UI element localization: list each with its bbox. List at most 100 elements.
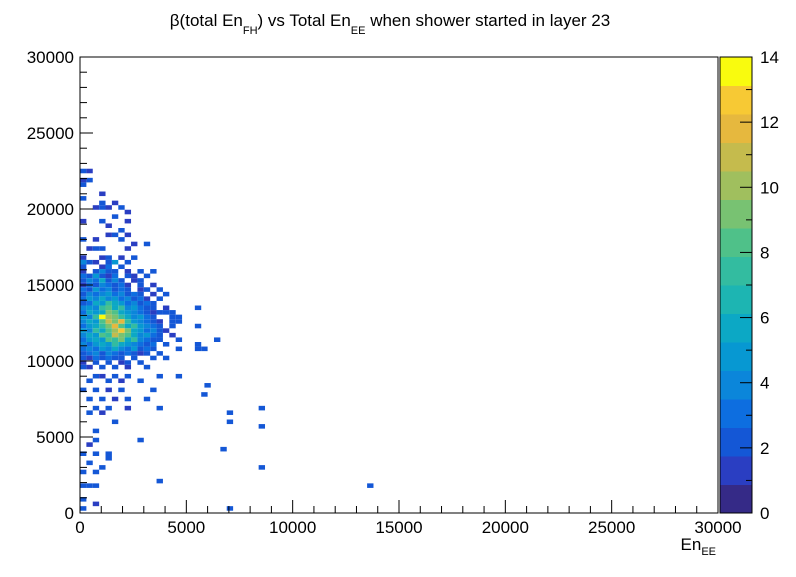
- heatmap-cell: [92, 278, 100, 283]
- heatmap-cell: [105, 282, 112, 288]
- heatmap-cell: [80, 346, 87, 352]
- y-axis: 0 5000 10000 15000 20000 25000 30000: [27, 48, 93, 523]
- heatmap-cell: [124, 287, 132, 292]
- heatmap-cell: [86, 337, 93, 342]
- heatmap-cell: [80, 259, 87, 265]
- heatmap-cell: [92, 237, 100, 242]
- heatmap-cell: [105, 360, 112, 365]
- heatmap-cell: [86, 346, 93, 352]
- heatmap-cell: [92, 351, 100, 356]
- heatmap-cell: [124, 346, 132, 352]
- heatmap-cell: [80, 469, 87, 475]
- heatmap-cell: [99, 305, 106, 311]
- heatmap-cell: [105, 405, 112, 411]
- heatmap-cell: [156, 478, 163, 484]
- z-tick-label: 8: [760, 243, 769, 262]
- heatmap-cell: [124, 291, 132, 297]
- heatmap-cell: [105, 456, 112, 461]
- heatmap-cell: [194, 305, 202, 311]
- heatmap-cell: [111, 314, 119, 320]
- x-tick-label: 30000: [694, 518, 741, 537]
- heatmap-cell: [99, 296, 106, 301]
- heatmap-cell: [80, 264, 87, 270]
- heatmap-cell: [92, 428, 100, 434]
- heatmap-cell: [105, 323, 112, 329]
- heatmap-cell: [143, 332, 151, 338]
- heatmap-cell: [131, 355, 138, 361]
- heatmap-cell: [111, 200, 119, 206]
- heatmap-cell: [201, 346, 208, 352]
- heatmap-cell: [150, 269, 157, 274]
- heatmap-cell: [99, 364, 106, 370]
- heatmap-cell: [80, 497, 87, 502]
- heatmap-cell: [156, 296, 163, 301]
- heatmap-cell: [86, 483, 93, 488]
- heatmap-cell: [143, 300, 151, 306]
- heatmap-cell: [92, 319, 100, 324]
- heatmap-cell: [150, 332, 157, 338]
- heatmap-cell: [131, 300, 138, 306]
- heatmap-cell: [80, 218, 87, 224]
- heatmap-cell: [92, 483, 100, 488]
- heatmap-cell: [137, 287, 144, 292]
- color-scale-segment: [720, 57, 752, 86]
- heatmap-cell: [80, 177, 87, 183]
- heatmap-cell: [111, 287, 119, 292]
- heatmap-cell: [118, 360, 125, 365]
- heatmap-cell: [99, 332, 106, 338]
- heatmap-cell: [118, 310, 125, 315]
- heatmap-cell: [111, 323, 119, 329]
- heatmap-cell: [118, 337, 125, 342]
- heatmap-cell: [111, 373, 119, 379]
- heatmap-cell: [150, 282, 157, 288]
- heatmap-cell: [86, 319, 93, 324]
- heatmap-cell: [131, 314, 138, 320]
- heatmap-cell: [118, 305, 125, 311]
- heatmap-cell: [92, 296, 100, 301]
- title-suffix: when shower started in layer 23: [365, 11, 610, 30]
- heatmap-cell: [118, 278, 125, 283]
- heatmap-cell: [86, 364, 93, 370]
- heatmap-cell: [92, 282, 100, 288]
- heatmap-cell: [124, 373, 132, 379]
- heatmap-cell: [80, 323, 87, 329]
- heatmap-cell: [111, 355, 119, 361]
- heatmap-cell: [86, 305, 93, 311]
- heatmap-cell: [105, 205, 112, 210]
- heatmap-cell: [86, 287, 93, 292]
- heatmap-cell: [99, 323, 106, 329]
- heatmap-cell: [80, 351, 87, 356]
- heatmap-cell: [80, 296, 87, 301]
- heatmap-cell: [143, 305, 151, 311]
- heatmap-cell: [124, 300, 132, 306]
- color-scale-axis: 0 2 4 6 8 10 12 14: [740, 48, 779, 523]
- heatmap-cell: [99, 300, 106, 306]
- heatmap-cell: [80, 387, 87, 393]
- heatmap-cell: [111, 291, 119, 297]
- heatmap-cell: [367, 483, 374, 488]
- heatmap-cell: [150, 337, 157, 342]
- heatmap-cell: [124, 218, 132, 224]
- heatmap-cell: [118, 346, 125, 352]
- heatmap-cell: [143, 287, 151, 292]
- heatmap-cell: [131, 255, 138, 260]
- z-tick-label: 10: [760, 178, 779, 197]
- heatmap-cell: [124, 310, 132, 315]
- heatmap-cell: [86, 259, 93, 265]
- heatmap-cell: [99, 314, 106, 320]
- heatmap-cell: [137, 378, 144, 384]
- heatmap-cell: [175, 314, 183, 320]
- z-tick-label: 0: [760, 504, 769, 523]
- heatmap-cell: [86, 296, 93, 301]
- heatmap-cell: [143, 396, 151, 402]
- heatmap-cell: [86, 328, 93, 333]
- heatmap-cell: [162, 291, 170, 297]
- heatmap-cell: [92, 259, 100, 265]
- heatmap-cell: [80, 278, 87, 283]
- heatmap-cell: [118, 264, 125, 270]
- heatmap-cell: [143, 337, 151, 342]
- heatmap-cell: [80, 342, 87, 347]
- heatmap-cell: [204, 383, 211, 388]
- chart-title: β(total EnFH) vs Total EnEE when shower …: [170, 11, 610, 37]
